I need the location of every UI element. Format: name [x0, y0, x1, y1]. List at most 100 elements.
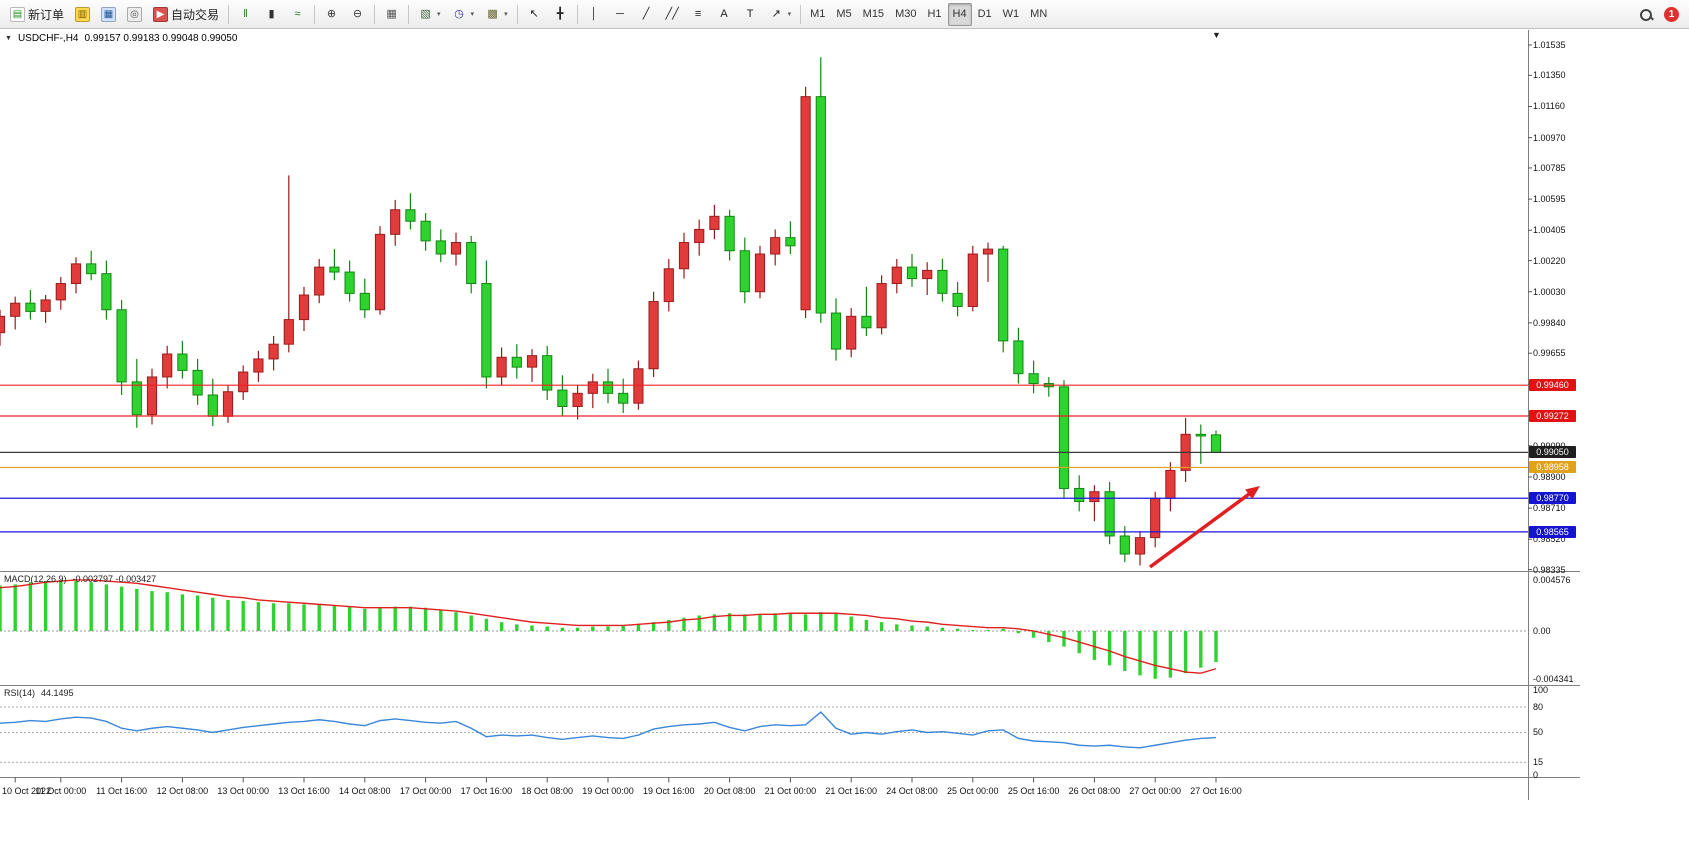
timeframe-d1-button[interactable]: D1	[973, 3, 997, 26]
price-scale-label: 1.00595	[1533, 194, 1566, 205]
trend-arrow[interactable]	[1148, 490, 1253, 569]
price-scale-label: 1.01160	[1533, 101, 1565, 112]
price-scale-label: 1.00030	[1533, 286, 1566, 297]
toolbar-separator	[228, 4, 230, 24]
line-chart-button[interactable]: ≈	[285, 3, 310, 26]
time-scale-label: 25 Oct 00:00	[947, 786, 999, 796]
navigator-icon: ◎	[127, 6, 143, 22]
time-scale-label: 13 Oct 00:00	[217, 786, 269, 796]
time-scale-label: 27 Oct 00:00	[1129, 786, 1181, 796]
cursor-icon: ↖	[529, 7, 539, 20]
zoom-out-button[interactable]: ⊖	[345, 3, 370, 26]
dropdown-arrow-icon: ▾	[504, 11, 508, 18]
trendline-button[interactable]: ╱	[634, 3, 659, 26]
price-scale-label: 1.00220	[1533, 255, 1566, 266]
market-watch-button[interactable]: ▥	[70, 3, 95, 26]
arrows-button[interactable]: ↗ ▾	[764, 3, 797, 26]
rsi-scale-label: 80	[1533, 701, 1544, 712]
timeframe-h1-button[interactable]: H1	[922, 3, 946, 26]
toolbar-separator	[800, 4, 802, 24]
toolbar-separator	[314, 4, 316, 24]
fibonacci-button[interactable]: ≡	[686, 3, 711, 26]
price-line-badge: 0.98958	[1529, 461, 1576, 474]
price-scale[interactable]: 1.01535 1.01350 1.01160 1.00970 1.00785 1.005…	[0, 0, 1689, 830]
timeframe-h1-button-label: H1	[927, 8, 942, 20]
chart-canvas[interactable]	[0, 30, 1689, 830]
candlestick-chart-button[interactable]: ▮	[259, 3, 284, 26]
zoom-in-icon: ⊕	[326, 7, 337, 20]
time-scale-label: 10 Oct 2022	[2, 786, 52, 796]
candlestick-chart-icon: ▮	[268, 7, 275, 20]
horizontal-line-button[interactable]: ─	[608, 3, 633, 26]
zoom-in-button[interactable]: ⊕	[319, 3, 344, 26]
chart-menu-icon[interactable]: ▼	[5, 35, 12, 42]
time-scale-label: 19 Oct 16:00	[643, 786, 695, 796]
time-scale-label: 11 Oct 00:00	[35, 786, 87, 796]
rsi-line	[0, 711, 1217, 749]
chart-shift-marker[interactable]: ▼	[1212, 30, 1221, 40]
vertical-line-button[interactable]: │	[582, 3, 607, 26]
notification-count: 1	[1664, 6, 1679, 22]
search-button[interactable]	[1633, 3, 1658, 26]
label-button[interactable]: T	[738, 3, 763, 26]
price-line-badge: 0.99272	[1529, 409, 1576, 422]
time-scale-label: 26 Oct 08:00	[1068, 786, 1121, 796]
text-button[interactable]: A	[712, 3, 737, 26]
navigator-button[interactable]: ◎	[122, 3, 147, 26]
data-window-button[interactable]: ▦	[96, 3, 121, 26]
time-scale-label: 21 Oct 16:00	[825, 786, 877, 796]
time-scale-label: 18 Oct 08:00	[521, 786, 573, 796]
timeframe-m1-button-label: M1	[810, 8, 826, 20]
new-chart-button[interactable]: ▧ ▾	[413, 3, 446, 26]
channel-button[interactable]: ╱╱	[660, 3, 685, 26]
price-line-badge: 0.98770	[1529, 492, 1576, 505]
time-scale[interactable]: 10 Oct 2022 11 Oct 00:00 11 Oct 16:00 12 Oc…	[0, 786, 1689, 799]
price-scale-label: 0.98335	[1533, 564, 1566, 575]
fibonacci-icon: ≡	[694, 7, 702, 20]
autotrading-icon: ▶	[153, 6, 169, 22]
timeframe-w1-button[interactable]: W1	[998, 3, 1025, 26]
new-order-icon: ▤	[10, 6, 25, 22]
time-scale-label: 27 Oct 16:00	[1190, 786, 1242, 796]
price-scale-label: 1.00405	[1533, 225, 1566, 236]
crosshair-button[interactable]: ╋	[548, 3, 573, 26]
price-scale-label: 0.99840	[1533, 317, 1566, 328]
timeframe-m1-button[interactable]: M1	[805, 3, 830, 26]
macd-values: -0.002797 -0.003427	[72, 574, 157, 584]
clock-icon: ◷	[454, 7, 464, 20]
toolbar-separator	[374, 4, 376, 24]
time-scale-label: 24 Oct 08:00	[886, 786, 938, 796]
macd-indicator-label: MACD(12,26,9) -0.002797 -0.003427	[4, 574, 156, 584]
templates-button[interactable]: ▩ ▾	[480, 3, 513, 26]
rsi-scale-label: 0	[1533, 770, 1539, 780]
timeframe-h4-button[interactable]: H4	[947, 2, 972, 26]
notification-badge[interactable]: 1	[1659, 3, 1684, 26]
price-scale-label: 0.98900	[1533, 471, 1566, 482]
timeframe-m30-button[interactable]: M30	[890, 3, 921, 26]
toolbar: ▤ 新订单 ▥ ▦ ◎ ▶ 自动交易 ‖ ▮ ≈ ⊕ ⊖ ▦ ▧ ▾ ◷ ▾ ▩ ▾ ↖ ╋ │ ─ ╱ ╱╱ ≡ A T ↗ ▾ M1 M5…	[0, 0, 1689, 29]
search-icon	[1638, 7, 1653, 22]
market-watch-icon: ▥	[75, 6, 91, 22]
symbol-timeframe: USDCHF-,H4	[17, 33, 79, 44]
text-icon: A	[720, 7, 728, 20]
periods-button[interactable]: ◷ ▾	[447, 3, 480, 26]
crosshair-icon: ╋	[556, 7, 564, 20]
new-order-button[interactable]: ▤ 新订单	[5, 3, 69, 26]
cursor-button[interactable]: ↖	[522, 3, 547, 26]
timeframe-m5-button-label: M5	[836, 8, 852, 20]
tile-windows-button[interactable]: ▦	[379, 3, 404, 26]
timeframe-m15-button[interactable]: M15	[858, 3, 889, 26]
timeframe-w1-button-label: W1	[1002, 8, 1020, 20]
tile-windows-icon: ▦	[386, 7, 397, 20]
timeframe-mn-button[interactable]: MN	[1025, 3, 1052, 26]
bar-chart-icon: ‖	[243, 7, 248, 20]
bar-chart-button[interactable]: ‖	[233, 3, 258, 26]
arrow-objects-icon: ↗	[771, 7, 781, 20]
line-chart-icon: ≈	[294, 7, 301, 20]
macd-signal-line	[0, 579, 1217, 674]
autotrading-button[interactable]: ▶ 自动交易	[148, 3, 224, 26]
macd-histogram	[0, 579, 1218, 679]
timeframe-m5-button[interactable]: M5	[831, 3, 856, 26]
price-scale-label: 1.00785	[1533, 162, 1566, 173]
time-scale-label: 12 Oct 08:00	[156, 786, 209, 796]
